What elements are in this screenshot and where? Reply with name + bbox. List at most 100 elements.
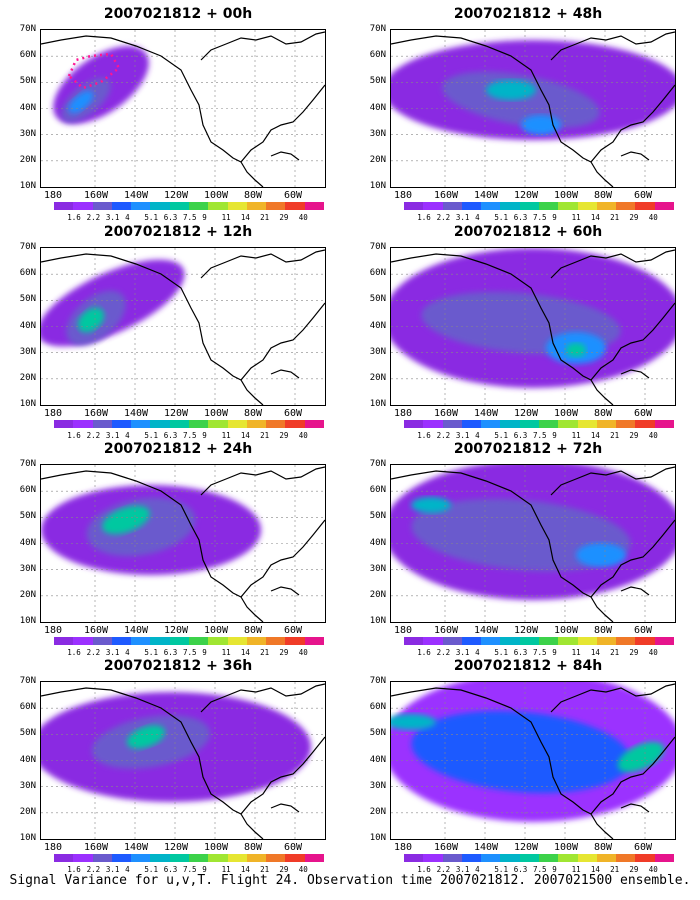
- colorbar-label: 5.1: [494, 648, 508, 657]
- colorbar-label: 14: [590, 213, 600, 222]
- colorbar-swatch: [616, 202, 636, 210]
- colorbar-swatch: [558, 854, 578, 862]
- colorbar-swatch: [558, 420, 578, 428]
- colorbar-swatch: [654, 420, 674, 428]
- longitude-label: 160W: [434, 842, 459, 853]
- latitude-label: 70N: [19, 459, 36, 469]
- latitude-label: 50N: [19, 294, 36, 305]
- latitude-label: 30N: [19, 563, 36, 574]
- colorbar-swatch: [404, 202, 424, 210]
- latitude-label: 50N: [19, 728, 36, 739]
- latitude-label: 20N: [369, 806, 386, 817]
- latitude-label: 60N: [19, 50, 36, 61]
- colorbar-swatch: [111, 854, 132, 862]
- latitude-label: 40N: [19, 537, 36, 548]
- colorbar-swatch: [404, 420, 424, 428]
- longitude-label: 80W: [594, 842, 613, 853]
- colorbar-swatch: [227, 854, 247, 862]
- colorbar-label: 6.3: [163, 213, 178, 222]
- longitude-label: 60W: [634, 190, 653, 201]
- latitude-label: 70N: [369, 242, 386, 252]
- latitude-label: 30N: [369, 128, 386, 139]
- colorbar-swatch: [304, 202, 324, 210]
- longitude-label: 60W: [284, 408, 303, 419]
- colorbar-label: 2.2: [436, 213, 451, 222]
- map-area: [390, 681, 676, 840]
- latitude-label: 10N: [19, 181, 36, 191]
- colorbar-label: 4: [475, 431, 480, 440]
- latitude-label: 70N: [19, 242, 36, 252]
- colorbar-swatch: [111, 420, 132, 428]
- colorbar-label: 3.1: [105, 865, 120, 874]
- map-panel: 2007021812 + 72h 70N 60N 50N 40N 30N 20N 10N 180…: [358, 441, 698, 661]
- colorbar-swatch: [266, 420, 286, 428]
- latitude-label: 40N: [369, 320, 386, 331]
- colorbar-label: 14: [240, 865, 250, 874]
- colorbar-label: 7.5: [533, 213, 547, 222]
- colorbar-swatch: [461, 637, 482, 645]
- coastline: [41, 466, 325, 622]
- colorbar-swatch: [73, 420, 93, 428]
- colorbar-swatch: [423, 420, 443, 428]
- colorbar-label: 3.1: [455, 648, 470, 657]
- colorbar-label: 4: [475, 865, 480, 874]
- colorbar-swatch: [442, 420, 462, 428]
- figure-caption: Signal Variance for u,v,T. Flight 24. Ob…: [9, 873, 691, 888]
- latitude-label: 60N: [369, 702, 386, 713]
- colorbar-label: 1.6: [67, 865, 81, 874]
- longitude-label: 100W: [204, 625, 229, 636]
- colorbar-label: 1.6: [67, 213, 81, 222]
- colorbar-swatch: [616, 854, 636, 862]
- latitude-label: 40N: [369, 102, 386, 113]
- colorbar-label: 9: [552, 213, 557, 222]
- map-area: [40, 464, 326, 623]
- longitude-label: 80W: [244, 842, 263, 853]
- colorbar-label: 6.3: [513, 648, 528, 657]
- colorbar-swatch: [538, 202, 559, 210]
- colorbar-swatch: [304, 420, 324, 428]
- longitude-label: 140W: [474, 842, 499, 853]
- variance-region: [391, 714, 436, 730]
- colorbar-swatch: [208, 637, 228, 645]
- latitude-label: 60N: [19, 702, 36, 713]
- latitude-label: 30N: [369, 780, 386, 791]
- colorbar-label: 9: [552, 865, 557, 874]
- latitude-label: 10N: [19, 399, 36, 409]
- colorbar-swatch: [304, 637, 324, 645]
- variance-region: [411, 711, 631, 793]
- map-area: [40, 247, 326, 406]
- colorbar-swatch: [227, 202, 247, 210]
- longitude-label: 120W: [514, 625, 539, 636]
- colorbar-swatch: [461, 202, 482, 210]
- colorbar-swatch: [404, 637, 424, 645]
- latitude-label: 70N: [369, 676, 386, 686]
- longitude-label: 100W: [554, 190, 579, 201]
- colorbar-label: 21: [610, 865, 620, 874]
- colorbar-swatch: [461, 854, 482, 862]
- colorbar: [54, 637, 324, 645]
- map-panel: 2007021812 + 60h 70N 60N 50N 40N 30N 20N 10N 180…: [358, 224, 698, 444]
- latitude-label: 30N: [19, 346, 36, 357]
- colorbar-label: 7.5: [183, 865, 197, 874]
- variance-region: [126, 725, 166, 749]
- latitude-label: 30N: [369, 346, 386, 357]
- colorbar-swatch: [481, 420, 501, 428]
- colorbar-label: 4: [125, 648, 130, 657]
- colorbar-label: 6.3: [163, 431, 178, 440]
- latitude-label: 10N: [369, 616, 386, 626]
- variance-region: [566, 343, 586, 357]
- longitude-label: 80W: [244, 408, 263, 419]
- colorbar-swatch: [54, 420, 74, 428]
- colorbar-swatch: [558, 202, 578, 210]
- latitude-label: 20N: [19, 589, 36, 600]
- colorbar-label: 11: [571, 431, 581, 440]
- colorbar-label: 1.6: [417, 213, 431, 222]
- colorbar-label: 40: [298, 865, 308, 874]
- latitude-label: 40N: [369, 754, 386, 765]
- panel-title: 2007021812 + 48h: [453, 6, 603, 22]
- longitude-label: 120W: [514, 408, 539, 419]
- longitude-label: 160W: [84, 842, 109, 853]
- longitude-label: 100W: [554, 408, 579, 419]
- map-panel: 2007021812 + 24h 70N 60N 50N 40N 30N 20N 10N 180…: [8, 441, 348, 661]
- colorbar-label: 2.2: [436, 865, 451, 874]
